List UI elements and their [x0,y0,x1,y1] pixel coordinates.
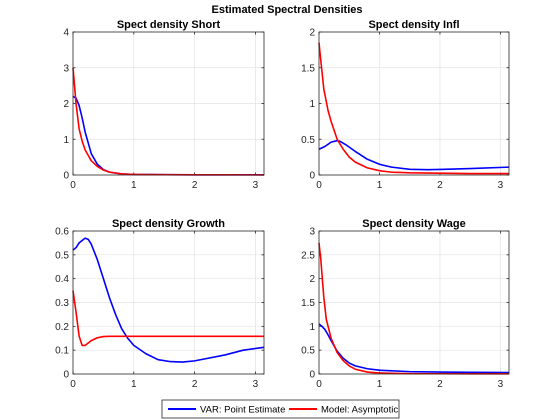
wage-xtick-label: 2 [437,379,443,390]
wage-ytick-label: 0 [309,370,315,381]
short-xtick-label: 3 [253,180,259,191]
infl-ytick-label: 1 [309,99,315,110]
growth-ytick-label: 0.2 [55,322,69,333]
wage-xtick-label: 0 [316,379,322,390]
infl-series-var-line [318,139,510,171]
growth-ytick-label: 0.3 [55,298,69,309]
infl-ytick-label: 0.5 [301,135,315,146]
infl-xtick-label: 0 [316,180,322,191]
wage-xtick-label: 1 [377,379,383,390]
growth-xtick-label: 0 [70,379,76,390]
short-xtick-label: 2 [192,180,198,191]
short-xtick-label: 0 [70,180,76,191]
short-ytick-label: 1 [63,135,69,146]
wage-xtick-label: 3 [498,379,504,390]
growth-xtick-label: 3 [253,379,259,390]
short-ytick-label: 3 [63,63,69,74]
growth-xtick-label: 2 [192,379,198,390]
growth-axes-box [72,230,265,375]
chart-panel-infl: 0 1 2 3 0 0.5 1 1.5 2 Spect density Infl [301,19,510,191]
wage-axes-box [318,230,510,375]
wage-ytick-label: 3 [309,227,315,238]
wage-ytick-label: 1.5 [301,298,315,309]
growth-ytick-label: 0.4 [55,274,69,285]
wage-ytick-label: 2 [309,274,315,285]
legend-box [161,399,400,419]
infl-xtick-label: 1 [377,180,383,191]
wage-series-var-line [318,323,510,374]
growth-title: Spect density Growth [112,218,225,230]
legend-label-var: VAR: Point Estimate [200,405,285,416]
growth-ytick-label: 0.6 [55,227,69,238]
infl-title: Spect density Infl [368,19,459,31]
wage-ytick-label: 2.5 [301,250,315,261]
short-axes-box [72,31,265,176]
infl-ytick-label: 1.5 [301,63,315,74]
chart-panel-growth: 0 1 2 3 0 0.1 0.2 0.3 0.4 0.5 0.6 Spect density Gro… [55,218,265,390]
growth-series-model-line [72,290,264,347]
infl-ytick-label: 0 [309,171,315,182]
short-xtick-label: 1 [131,180,137,191]
short-ytick-label: 4 [63,28,69,39]
wage-ytick-label: 1 [309,322,315,333]
wage-ytick-label: 0.5 [301,346,315,357]
short-ytick-label: 0 [63,171,69,182]
growth-ytick-label: 0 [63,370,69,381]
short-title: Spect density Short [117,19,221,31]
growth-xtick-label: 1 [131,379,137,390]
growth-ytick-label: 0.5 [55,250,69,261]
chart-panel-short: 0 1 2 3 0 1 2 3 4 Spect density Short [63,19,265,191]
wage-title: Spect density Wage [362,218,466,230]
infl-ytick-label: 2 [309,28,315,39]
growth-ytick-label: 0.1 [55,346,69,357]
infl-xtick-label: 3 [498,180,504,191]
infl-series-model-line [318,42,509,175]
legend: VAR: Point Estimate Model: Asymptotic [161,399,400,419]
chart-panel-wage: 0 1 2 3 0 0.5 1 1.5 2 2.5 3 Spect density Wage [301,218,510,390]
growth-series-var-line [72,237,265,363]
infl-axes-box [318,31,510,176]
infl-xtick-label: 2 [437,180,443,191]
legend-label-model: Model: Asymptotic [321,405,398,416]
short-ytick-label: 2 [63,99,69,110]
figure-title: Estimated Spectral Densities [211,4,362,16]
